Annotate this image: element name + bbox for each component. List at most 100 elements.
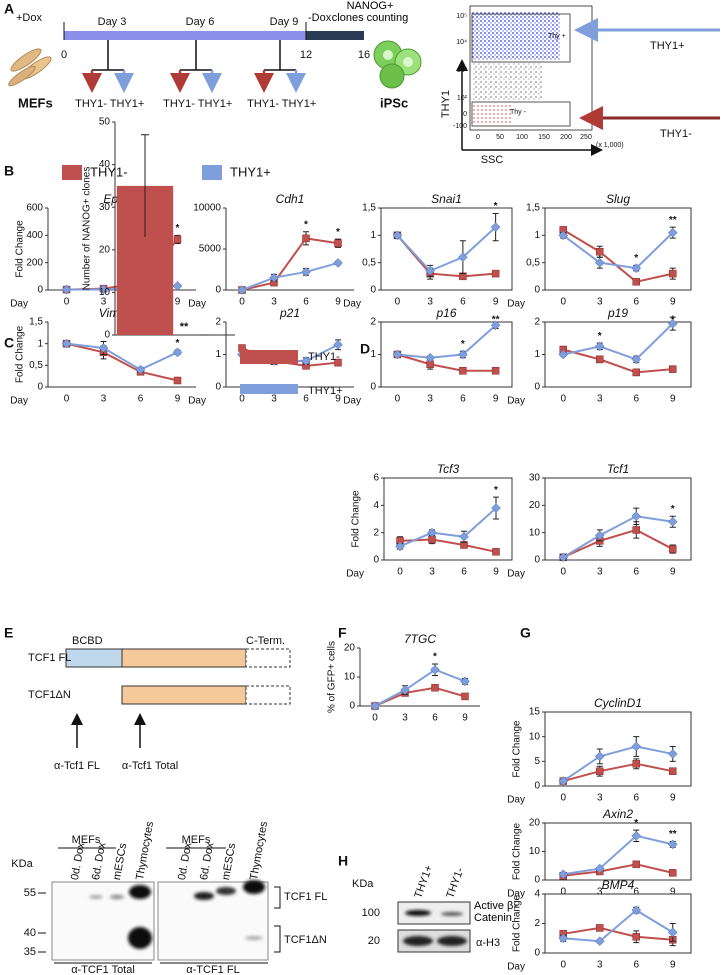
x-tick-label: 0: [239, 297, 245, 308]
marker: [302, 234, 310, 243]
y-tick-label: 0: [534, 555, 540, 566]
western-blot-h: KDa THY1+ THY1- 100 20 Active β-Catenin …: [352, 863, 518, 953]
significance: *: [634, 253, 638, 264]
x-tick-label: 0: [560, 960, 566, 971]
y-tick-label: 0: [534, 781, 540, 792]
x-tick-label: 0: [239, 394, 245, 405]
x-tick-label: 0: [560, 887, 566, 898]
legend-label: THY1-: [90, 164, 128, 179]
chart-title: p19: [607, 306, 628, 320]
series-line: [562, 515, 673, 559]
x-axis-label: Day: [188, 396, 206, 407]
panel-label: C: [4, 335, 14, 351]
significance: *: [598, 331, 602, 342]
legend-label: THY1-: [308, 351, 340, 363]
y-tick-label: 2: [370, 317, 376, 328]
significance: *: [461, 339, 465, 350]
y-tick-label: 200: [26, 257, 43, 268]
branch-label: THY1-: [247, 98, 279, 110]
flow-tick: 100: [516, 134, 528, 141]
panel-label: G: [520, 625, 531, 641]
marker: [669, 269, 677, 278]
arrow-label: THY1-: [660, 128, 692, 140]
flow-plot: Thy + Thy - THY1 SSC 0 50 100 150 200 25…: [440, 5, 720, 166]
x-tick-label: 6: [633, 297, 639, 308]
series-line: [563, 926, 673, 941]
y-tick-label: 2: [215, 317, 221, 328]
x-tick-label: 0: [395, 394, 401, 405]
x-tick-label: 6: [461, 567, 467, 578]
marker: [61, 284, 72, 295]
y-tick-label: 10: [99, 287, 111, 298]
marker: [596, 355, 604, 364]
x-tick-label: 9: [493, 297, 499, 308]
x-tick-label: 3: [429, 567, 435, 578]
marker: [558, 869, 569, 880]
band-label: α-H3: [476, 937, 500, 949]
x-tick-label: 6: [303, 394, 309, 405]
significance: **: [492, 315, 500, 326]
marker: [667, 839, 678, 850]
marker: [461, 692, 469, 701]
marker: [667, 318, 678, 329]
y-tick-label: 0: [37, 382, 43, 393]
x-tick-label: 6: [303, 297, 309, 308]
x-axis-label: Day: [507, 962, 525, 973]
marker: [392, 230, 403, 241]
x-tick-label: 0: [560, 793, 566, 804]
band-label: Active β-Catenin: [474, 900, 518, 924]
flow-tick: 10⁴: [456, 39, 467, 46]
marker: [491, 269, 500, 278]
marker: [430, 664, 440, 675]
series-line: [562, 528, 674, 559]
marker: [667, 516, 678, 527]
series-line: [563, 863, 673, 877]
antibody-label: α-Tcf1 Total: [122, 760, 178, 772]
marker: [269, 272, 279, 283]
marker: [632, 526, 640, 534]
significance: *: [634, 818, 638, 829]
legend-swatch: [62, 165, 82, 180]
y-tick-label: 15: [529, 707, 541, 718]
legend-swatch: [240, 384, 298, 394]
marker: [334, 358, 342, 367]
x-tick-label: 6: [633, 960, 639, 971]
y-axis-label: Fold Change: [512, 822, 523, 880]
day-label: Day 3: [98, 16, 127, 28]
flow-tick: 250: [580, 134, 592, 141]
branch-label: THY1-: [75, 98, 107, 110]
domain-label: BCBD: [72, 635, 103, 647]
marker: [400, 685, 410, 695]
x-tick-label: 9: [670, 394, 676, 405]
significance: *: [304, 219, 308, 230]
counting-label: NANOG+ clones counting: [331, 0, 409, 24]
axis-label: SSC: [481, 154, 504, 166]
marker: [631, 511, 642, 522]
x-tick-label: 9: [335, 394, 341, 405]
x-tick-label: 3: [597, 887, 603, 898]
marker: [596, 767, 604, 775]
x-axis-label: Day: [343, 396, 361, 407]
chart-title: Axin2: [602, 807, 633, 821]
y-tick-label: 1,5: [526, 203, 540, 214]
x-axis-label: Day: [343, 299, 361, 310]
y-tick-label: 10: [529, 731, 541, 742]
x-tick-label: 9: [493, 567, 499, 578]
y-tick-label: 2: [534, 317, 540, 328]
marker: [632, 933, 640, 941]
significance: *: [433, 652, 437, 663]
y-tick-label: 0: [37, 285, 43, 296]
y-tick-label: 30: [529, 473, 541, 484]
x-tick-label: 3: [597, 793, 603, 804]
y-tick-label: 0: [370, 382, 376, 393]
marker: [459, 367, 467, 375]
series-line: [562, 229, 673, 283]
y-tick-label: 20: [99, 244, 111, 255]
x-tick-label: 9: [335, 297, 341, 308]
significance: **: [669, 829, 677, 840]
legend-swatch: [240, 350, 298, 364]
marker: [558, 776, 569, 786]
marker: [98, 343, 109, 353]
series-line: [66, 342, 178, 371]
marker: [632, 760, 640, 768]
